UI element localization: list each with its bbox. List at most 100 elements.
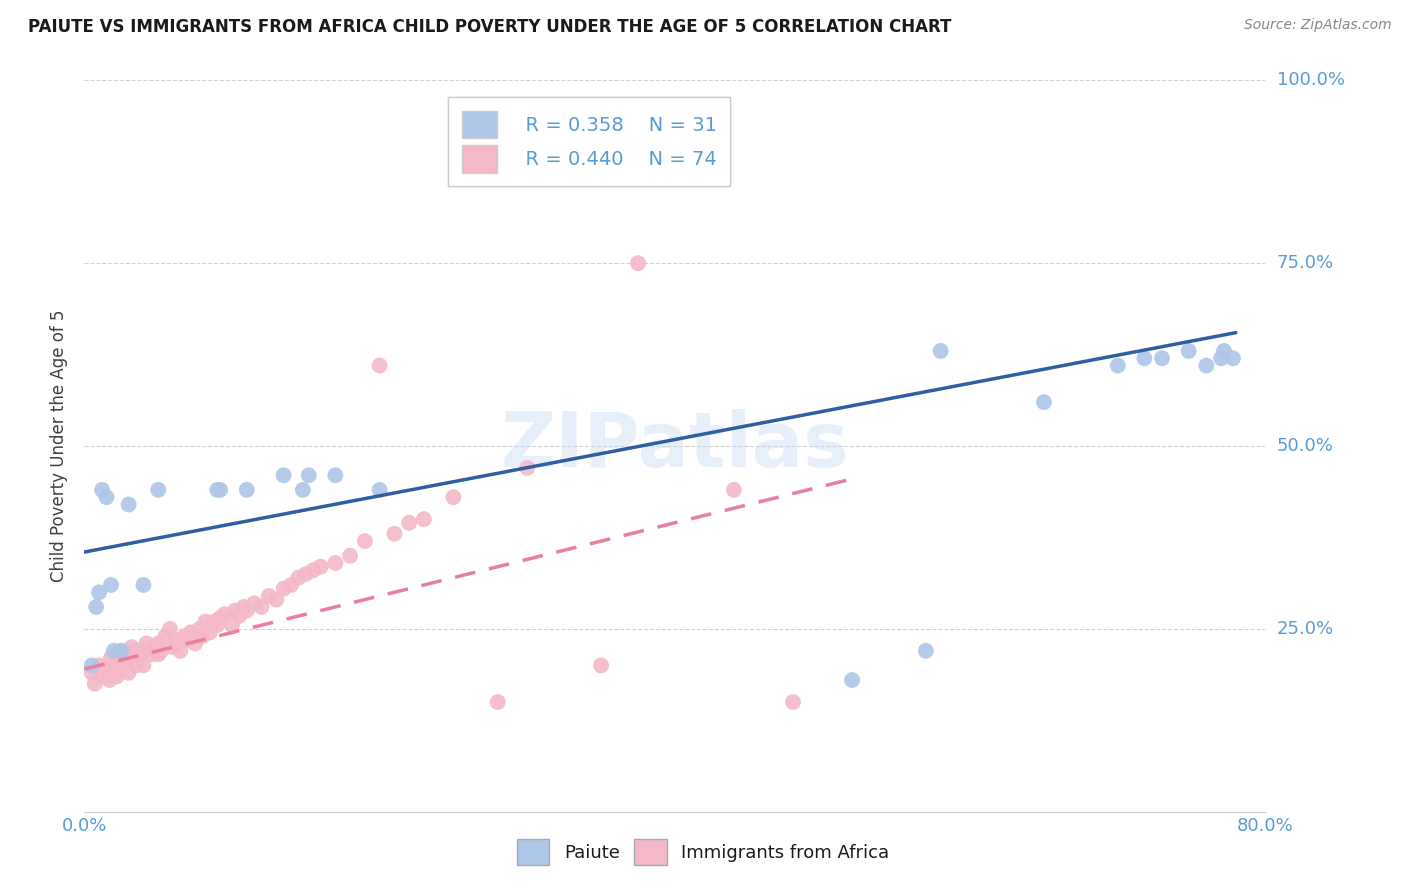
Point (194, 615, 217, 629)
Point (96, 490, 118, 504)
Point (302, 563, 325, 577)
Point (368, 483, 391, 497)
Point (118, 651, 141, 665)
Point (198, 625, 221, 640)
Point (103, 665, 125, 680)
Text: PAIUTE VS IMMIGRANTS FROM AFRICA CHILD POVERTY UNDER THE AGE OF 5 CORRELATION CH: PAIUTE VS IMMIGRANTS FROM AFRICA CHILD P… (28, 18, 952, 36)
Text: 25.0%: 25.0% (1277, 620, 1334, 638)
Text: 75.0%: 75.0% (1277, 254, 1334, 272)
Point (287, 571, 309, 585)
Point (125, 644, 148, 658)
Point (83, 676, 105, 690)
Point (441, 490, 464, 504)
Legend:   R = 0.358    N = 31,   R = 0.440    N = 74: R = 0.358 N = 31, R = 0.440 N = 74 (449, 97, 730, 186)
Point (1133, 351, 1156, 366)
Point (91, 483, 114, 497)
Text: ZIPatlas: ZIPatlas (501, 409, 849, 483)
Point (162, 640, 184, 655)
Point (221, 618, 243, 632)
Point (184, 636, 207, 650)
Point (114, 648, 136, 662)
Point (110, 658, 132, 673)
Point (1213, 343, 1236, 358)
Point (132, 644, 155, 658)
Point (354, 534, 377, 549)
Point (148, 636, 170, 650)
Point (1032, 395, 1054, 409)
Point (80, 658, 103, 673)
Point (143, 640, 166, 655)
Point (87, 585, 111, 599)
Point (105, 669, 128, 683)
Text: Source: ZipAtlas.com: Source: ZipAtlas.com (1244, 18, 1392, 32)
Point (250, 599, 273, 614)
Point (368, 359, 391, 373)
Point (1150, 351, 1173, 366)
Point (291, 483, 314, 497)
Point (96, 662, 118, 676)
Point (235, 483, 259, 497)
Point (132, 658, 155, 673)
Y-axis label: Child Poverty Under the Age of 5: Child Poverty Under the Age of 5 (51, 310, 69, 582)
Point (235, 603, 259, 617)
Point (1107, 359, 1129, 373)
Text: 100.0%: 100.0% (1277, 71, 1344, 89)
Point (1195, 359, 1218, 373)
Point (298, 468, 321, 483)
Point (591, 658, 613, 673)
Point (165, 632, 187, 647)
Point (129, 648, 152, 662)
Point (148, 483, 170, 497)
Point (1222, 351, 1244, 366)
Point (125, 658, 148, 673)
Point (188, 622, 211, 636)
Point (295, 567, 318, 582)
Point (205, 483, 228, 497)
Point (486, 695, 509, 709)
Point (110, 644, 132, 658)
Point (209, 483, 232, 497)
Point (159, 622, 181, 636)
Point (177, 632, 200, 647)
Point (398, 516, 420, 530)
Point (191, 629, 214, 643)
Point (139, 648, 162, 662)
Point (929, 343, 952, 358)
Point (243, 596, 266, 610)
Point (382, 526, 406, 541)
Point (273, 582, 295, 596)
Point (107, 662, 129, 676)
Point (339, 549, 361, 563)
Point (173, 629, 195, 643)
Point (516, 461, 538, 475)
Point (257, 589, 280, 603)
Point (150, 644, 173, 658)
Point (232, 599, 254, 614)
Text: 50.0%: 50.0% (1277, 437, 1333, 455)
Point (100, 651, 122, 665)
Point (103, 644, 125, 658)
Point (914, 644, 936, 658)
Point (841, 673, 863, 687)
Point (110, 644, 132, 658)
Point (723, 483, 745, 497)
Point (228, 608, 250, 623)
Point (169, 644, 191, 658)
Point (100, 578, 122, 592)
Point (323, 468, 347, 483)
Point (224, 603, 246, 617)
Legend: Paiute, Immigrants from Africa: Paiute, Immigrants from Africa (508, 830, 898, 874)
Point (264, 592, 288, 607)
Point (84, 599, 107, 614)
Point (103, 648, 125, 662)
Point (214, 607, 236, 622)
Point (135, 636, 157, 650)
Point (323, 556, 347, 570)
Point (118, 498, 141, 512)
Point (627, 256, 650, 270)
Point (121, 640, 143, 655)
Point (1177, 343, 1199, 358)
Point (98, 673, 121, 687)
Point (80, 665, 103, 680)
Point (413, 512, 436, 526)
